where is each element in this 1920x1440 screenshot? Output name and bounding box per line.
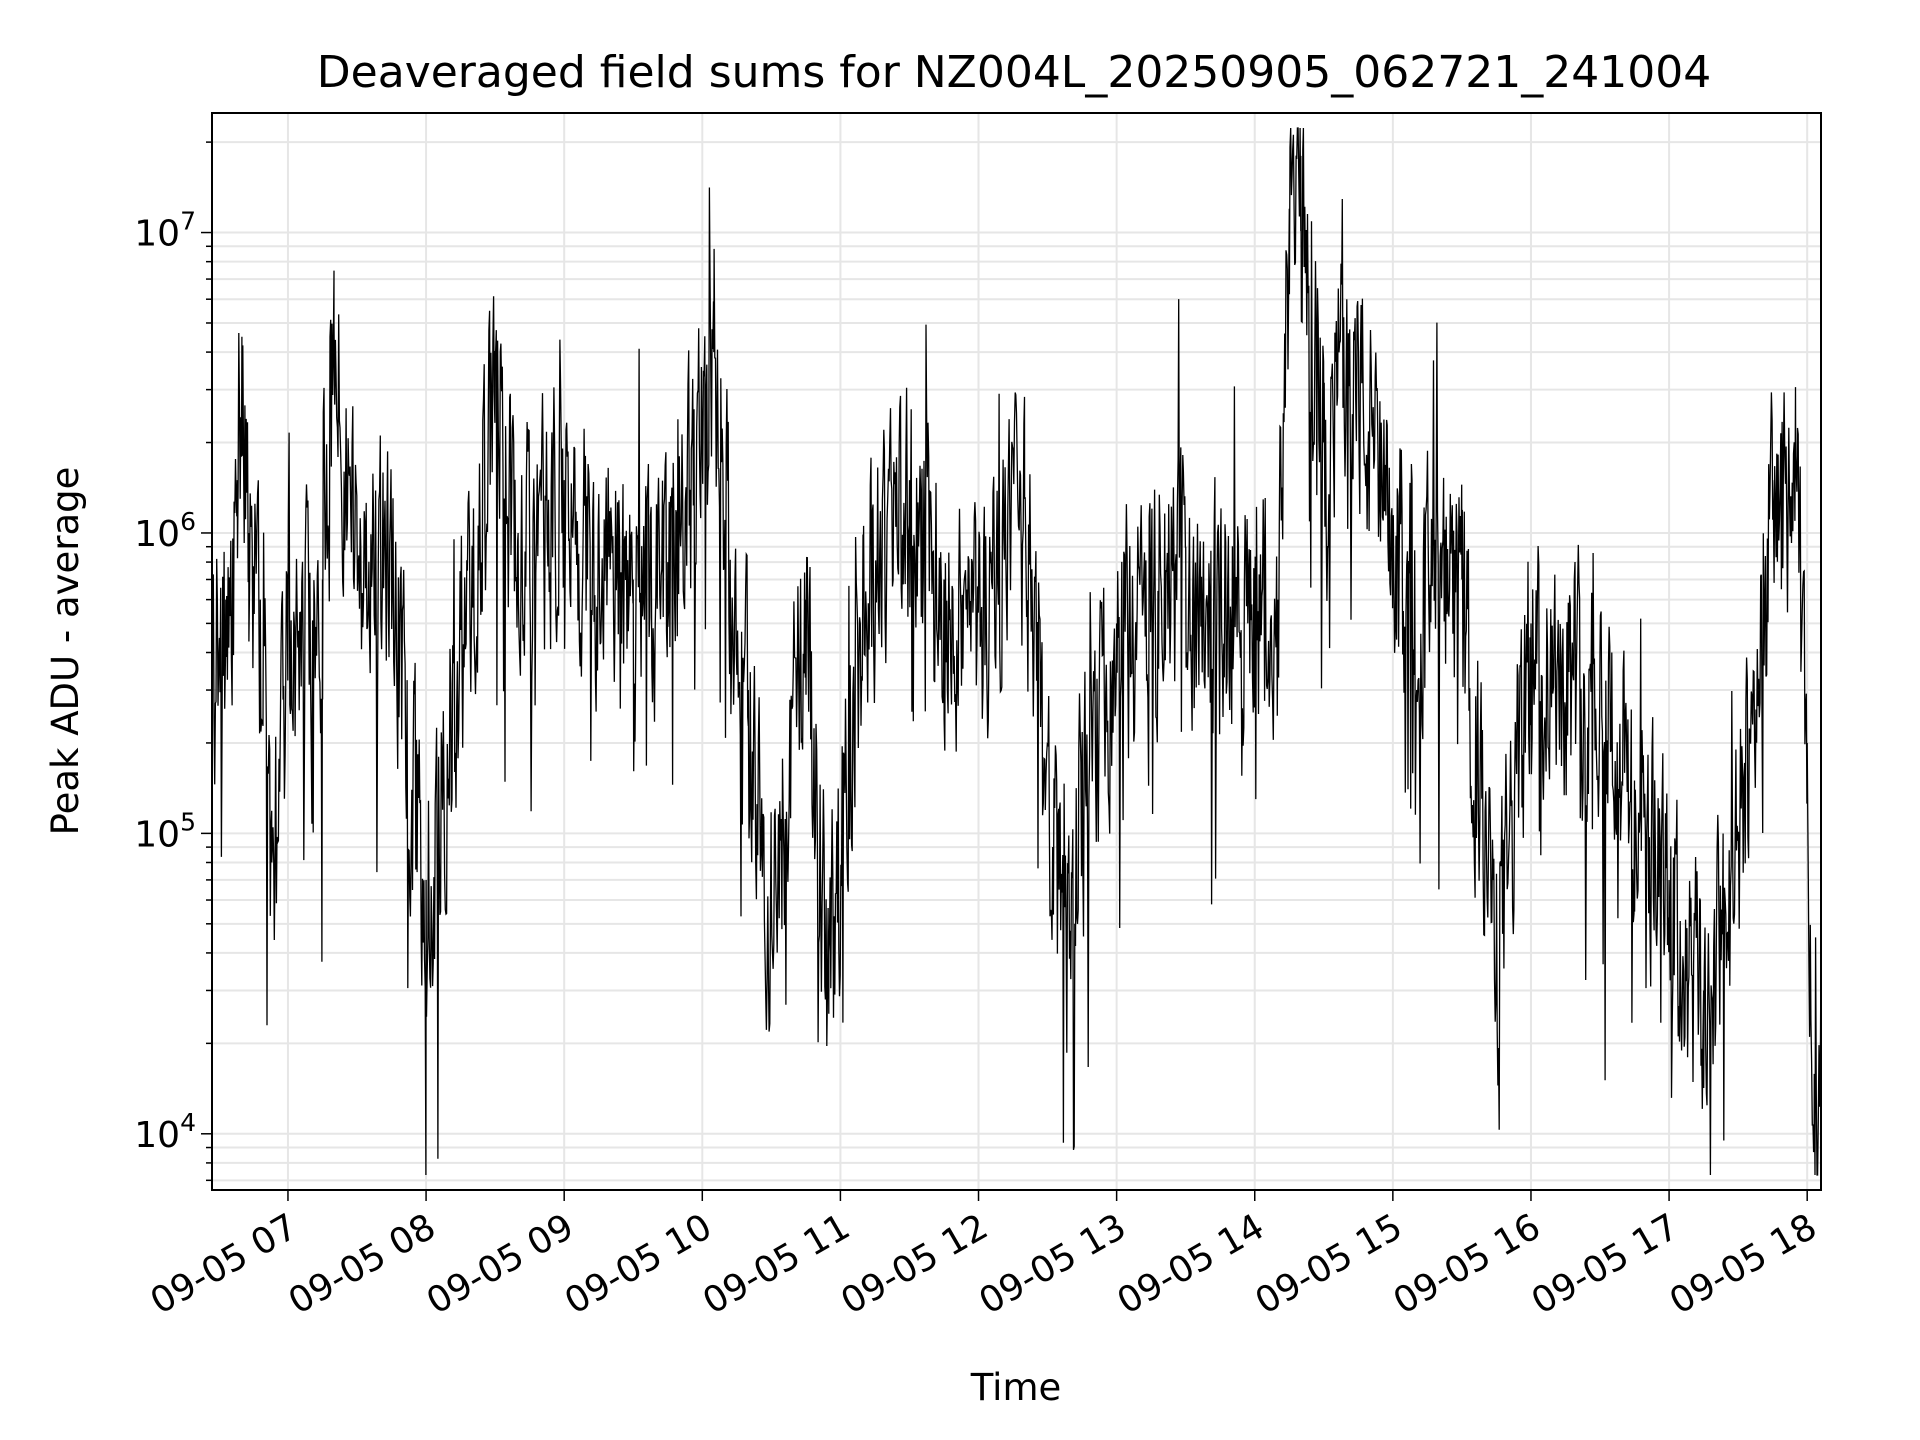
y-axis-label: Peak ADU - average <box>44 467 87 836</box>
y-tick-label: 105 <box>134 807 196 855</box>
y-axis: 104 105 106 107 <box>134 141 212 1182</box>
y-tick-label: 104 <box>134 1108 196 1156</box>
plot-frame <box>211 112 1822 1191</box>
y-tick-label: 107 <box>134 207 196 255</box>
series-group <box>211 127 1822 1176</box>
y-tick-label: 106 <box>134 507 196 555</box>
series-line <box>211 127 1822 1176</box>
x-axis-label: Time <box>970 1366 1062 1409</box>
grid <box>212 113 1821 1190</box>
chart-title: Deaveraged field sums for NZ004L_2025090… <box>317 47 1711 98</box>
